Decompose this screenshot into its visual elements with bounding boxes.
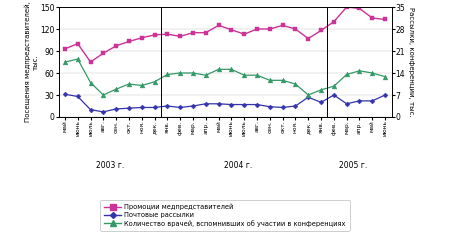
Text: 2005 г.: 2005 г. bbox=[339, 161, 367, 170]
Text: 2004 г.: 2004 г. bbox=[224, 161, 252, 170]
Legend: Промоции медпредставителей, Почтовые рассылки, Количество врачей, вспомнивших об: Промоции медпредставителей, Почтовые рас… bbox=[100, 200, 350, 231]
Y-axis label: Рассылки, конференции, тыс.: Рассылки, конференции, тыс. bbox=[408, 7, 414, 117]
Text: 2003 г.: 2003 г. bbox=[95, 161, 124, 170]
Y-axis label: Посещения медпредставителей,
тыс.: Посещения медпредставителей, тыс. bbox=[25, 2, 38, 122]
